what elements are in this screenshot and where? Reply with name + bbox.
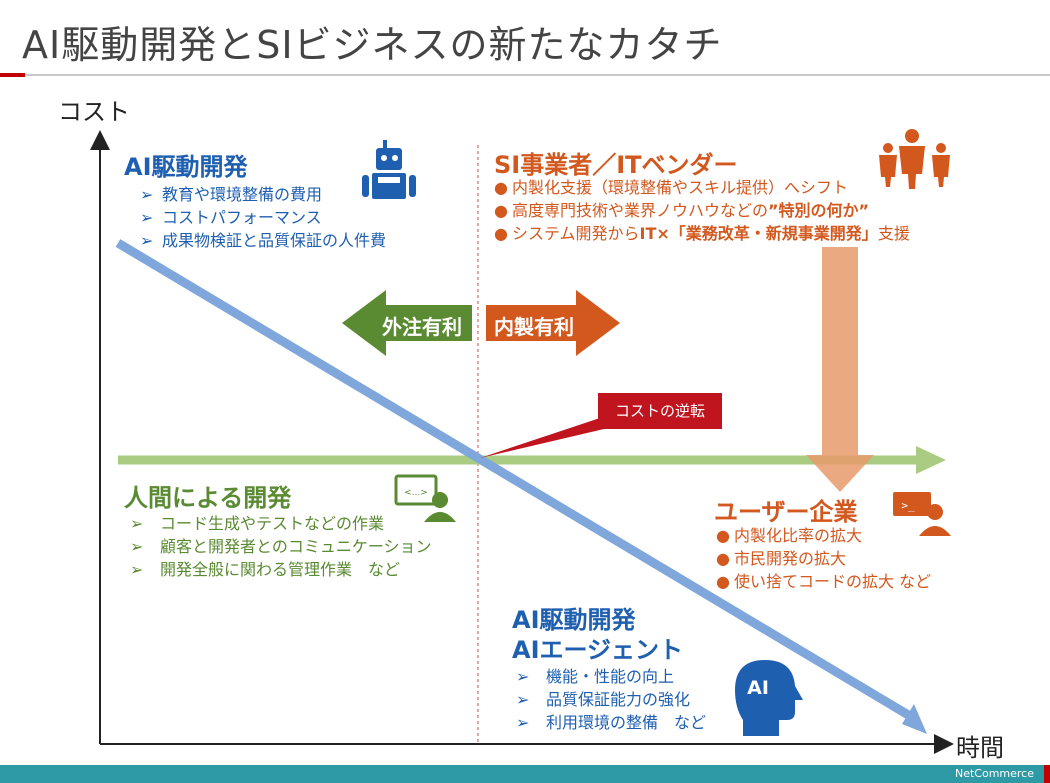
list-item: ● 内製化支援（環境整備やスキル提供）へシフト: [494, 178, 849, 197]
outsource-arrow: [342, 290, 472, 356]
developer-icon-text: <...>: [404, 488, 428, 498]
user-company-list: ● 内製化比率の拡大 ● 市民開発の拡大 ● 使い捨てコードの拡大 など: [716, 524, 931, 593]
human-cost-arrowhead: [916, 446, 946, 474]
title-rule: [0, 74, 1050, 76]
ai-agent-heading-line2: AIエージェント: [512, 636, 684, 664]
ai-driven-heading: AI駆動開発: [124, 153, 248, 181]
insource-arrow: [486, 290, 620, 356]
terminal-icon-text: >_: [901, 499, 915, 512]
list-item: ➢ コード生成やテストなどの作業: [130, 514, 385, 533]
human-dev-list: ➢ コード生成やテストなどの作業 ➢ 顧客と開発者とのコミュニケーション ➢ 開発全般…: [130, 512, 432, 581]
ai-head-icon: AI: [735, 660, 803, 736]
ai-driven-cost-list: ➢ 教育や環境整備の費用 ➢ コストパフォーマンス ➢ 成果物検証と品質保証の人件費: [140, 183, 386, 252]
ai-head-icon-text: AI: [747, 677, 769, 699]
insource-advantage-label: 内製有利: [494, 315, 574, 339]
si-vendor-list: ● 内製化支援（環境整備やスキル提供）へシフト ● 高度専門技術や業界ノウハウなどの…: [494, 176, 910, 245]
si-vendor-heading: SI事業者／ITベンダー: [494, 151, 738, 179]
ai-cost-arrowhead: [902, 704, 927, 734]
footer-accent: [1044, 765, 1050, 783]
list-item: ● 内製化比率の拡大: [716, 526, 863, 545]
title-accent: [0, 73, 25, 77]
ai-agent-list: ➢ 機能・性能の向上 ➢ 品質保証能力の強化 ➢ 利用環境の整備 など: [516, 665, 706, 734]
list-item: ➢ コストパフォーマンス: [140, 208, 322, 227]
footer-bar: NetCommerce: [0, 765, 1050, 783]
outsource-advantage-label: 外注有利: [382, 315, 462, 339]
y-axis-label: コスト: [58, 98, 130, 126]
list-item: ● 市民開発の拡大: [716, 549, 847, 568]
list-item: ➢ 機能・性能の向上: [516, 667, 675, 686]
developer-at-screen-icon: <...>: [394, 474, 456, 522]
list-item: ➢ 成果物検証と品質保証の人件費: [140, 231, 387, 250]
human-dev-heading: 人間による開発: [124, 484, 292, 512]
list-item: ● 高度専門技術や業界ノウハウなどの”特別の何か”: [494, 201, 870, 220]
x-axis-label: 時間: [956, 734, 1004, 762]
company-logo: NetCommerce: [954, 767, 1034, 780]
list-item: ➢ 利用環境の整備 など: [516, 713, 707, 732]
ai-agent-heading-line1: AI駆動開発: [512, 606, 636, 634]
ai-cost-line: [115, 239, 913, 720]
shift-arrow-shaft: [822, 247, 858, 455]
slide-title: AI駆動開発とSIビジネスの新たなカタチ: [22, 23, 723, 67]
list-item: ➢ 品質保証能力の強化: [516, 690, 691, 709]
list-item: ➢ 顧客と開発者とのコミュニケーション: [130, 537, 432, 556]
list-item: ➢ 教育や環境整備の費用: [140, 185, 323, 204]
list-item: ● システム開発からIT×「業務改革・新規事業開発」支援: [494, 224, 910, 243]
business-people-icon: [879, 129, 950, 189]
robot-icon: [362, 140, 416, 199]
user-company-heading: ユーザー企業: [714, 498, 858, 526]
user-at-terminal-icon: >_: [893, 492, 951, 536]
cost-reversal-callout: コストの逆転: [598, 393, 722, 429]
shift-arrow-head: [806, 455, 874, 492]
list-item: ● 使い捨てコードの拡大 など: [716, 572, 932, 591]
list-item: ➢ 開発全般に関わる管理作業 など: [130, 560, 401, 579]
callout-pointer: [480, 414, 612, 458]
